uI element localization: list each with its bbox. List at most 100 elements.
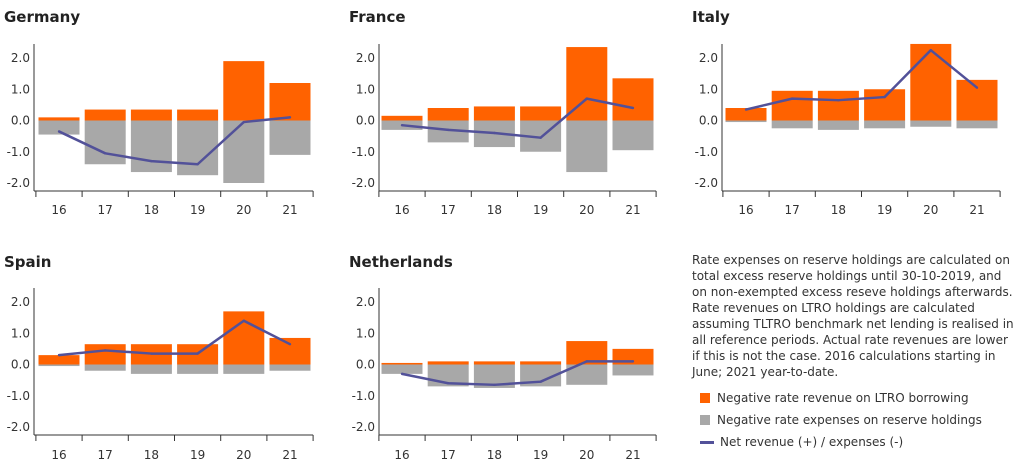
netherlands-net-point: [400, 372, 404, 376]
germany-xtick-label: 20: [236, 203, 251, 217]
france-ytick-label: 1.0: [356, 82, 375, 96]
germany-net-point: [242, 120, 245, 124]
netherlands-ytick-label: 1.0: [356, 326, 375, 340]
germany-ytick-label: 2.0: [11, 51, 30, 65]
germany-net-point: [196, 163, 199, 166]
france-net-point: [400, 123, 404, 127]
italy-xtick-label: 19: [877, 203, 892, 217]
germany-xtick-label: 18: [144, 203, 159, 217]
netherlands-revenue-bar: [566, 341, 608, 365]
france-revenue-bar: [566, 47, 608, 121]
spain-revenue-bar: [84, 344, 126, 365]
spain-title: Spain: [4, 253, 51, 271]
legend-item-revenue: Negative rate revenue on LTRO borrowing: [700, 387, 982, 409]
germany-revenue-bar: [269, 83, 311, 121]
germany-net-point: [150, 159, 153, 163]
spain-revenue-bar: [223, 311, 265, 365]
legend-swatch-revenue: [700, 393, 710, 403]
netherlands-net-point: [493, 383, 496, 387]
germany-expense-bar: [38, 120, 80, 135]
netherlands-ytick-label: 0.0: [356, 358, 375, 372]
germany-revenue-bar: [177, 109, 219, 121]
italy-expense-bar: [817, 120, 859, 130]
spain-xtick-label: 16: [51, 448, 66, 462]
italy-xtick-label: 16: [738, 203, 753, 217]
italy-expense-bar: [956, 120, 998, 129]
italy-expense-bar: [725, 120, 767, 123]
spain-xtick-label: 18: [144, 448, 159, 462]
italy-xtick-label: 18: [831, 203, 846, 217]
spain-ytick-label: -2.0: [7, 420, 30, 434]
spain-net-point: [104, 349, 107, 352]
italy-net-point: [975, 86, 979, 89]
netherlands-expense-bar: [566, 364, 608, 385]
spain-expense-bar: [38, 364, 80, 367]
netherlands-xtick-label: 19: [533, 448, 548, 462]
france-net-point: [585, 97, 588, 100]
italy-expense-bar: [771, 120, 813, 129]
spain-xtick-label: 20: [236, 448, 251, 462]
italy-revenue-bar: [771, 90, 813, 121]
germany-revenue-bar: [84, 109, 126, 121]
italy-revenue-bar: [910, 43, 952, 121]
germany-xtick-label: 19: [190, 203, 205, 217]
spain-net-point: [242, 319, 245, 322]
italy-expense-bar: [910, 120, 952, 127]
france-revenue-bar: [520, 106, 562, 121]
spain-expense-bar: [223, 364, 265, 374]
netherlands-ytick-label: -2.0: [352, 420, 375, 434]
germany-net-point: [57, 130, 61, 133]
germany-expense-bar: [223, 120, 265, 183]
spain-net-point: [57, 353, 61, 357]
germany-ytick-label: 0.0: [11, 114, 30, 128]
spain-ytick-label: 1.0: [11, 326, 30, 340]
france-expense-bar: [427, 120, 469, 143]
france-revenue-bar: [473, 106, 515, 121]
netherlands-xtick-label: 21: [625, 448, 640, 462]
netherlands-expense-bar: [473, 364, 515, 388]
italy-ytick-label: 1.0: [699, 82, 718, 96]
italy-title: Italy: [692, 8, 730, 26]
spain-ytick-label: 2.0: [11, 295, 30, 309]
germany-expense-bar: [84, 120, 126, 165]
legend-label-expenses: Negative rate expenses on reserve holdin…: [717, 413, 982, 427]
spain-net-point: [150, 352, 153, 355]
france-revenue-bar: [381, 115, 423, 121]
italy-net-point: [837, 98, 840, 102]
netherlands-ytick-label: -1.0: [352, 389, 375, 403]
germany-ytick-label: -2.0: [7, 176, 30, 190]
italy-ytick-label: -1.0: [695, 145, 718, 159]
france-ytick-label: -1.0: [352, 145, 375, 159]
france-net-point: [447, 128, 450, 132]
spain-ytick-label: 0.0: [11, 358, 30, 372]
spain-xtick-label: 21: [282, 448, 297, 462]
netherlands-xtick-label: 20: [579, 448, 594, 462]
france-xtick-label: 16: [394, 203, 409, 217]
spain-revenue-bar: [269, 337, 311, 365]
france-ytick-label: 0.0: [356, 114, 375, 128]
spain-net-point: [288, 342, 292, 346]
netherlands-revenue-bar: [381, 362, 423, 365]
legend: Negative rate revenue on LTRO borrowing …: [700, 387, 982, 453]
germany-revenue-bar: [223, 61, 265, 121]
germany-expense-bar: [177, 120, 219, 176]
france-net-point: [493, 131, 496, 135]
france-xtick-label: 21: [625, 203, 640, 217]
spain-net-line: [58, 319, 291, 357]
italy-net-point: [791, 97, 794, 100]
germany-xtick-label: 21: [282, 203, 297, 217]
italy-xtick-label: 17: [785, 203, 800, 217]
italy-revenue-bar: [817, 90, 859, 121]
france-title: France: [349, 8, 406, 26]
netherlands-net-point: [585, 360, 588, 363]
france-ytick-label: 2.0: [356, 51, 375, 65]
netherlands-xtick-label: 17: [441, 448, 456, 462]
legend-swatch-expenses: [700, 415, 710, 425]
netherlands-expense-bar: [520, 364, 562, 387]
france-xtick-label: 20: [579, 203, 594, 217]
italy-net-point: [929, 48, 932, 52]
italy-xtick-label: 20: [923, 203, 938, 217]
italy-revenue-bar: [725, 108, 767, 121]
netherlands-expense-bar: [381, 364, 423, 374]
netherlands-xtick-label: 18: [487, 448, 502, 462]
